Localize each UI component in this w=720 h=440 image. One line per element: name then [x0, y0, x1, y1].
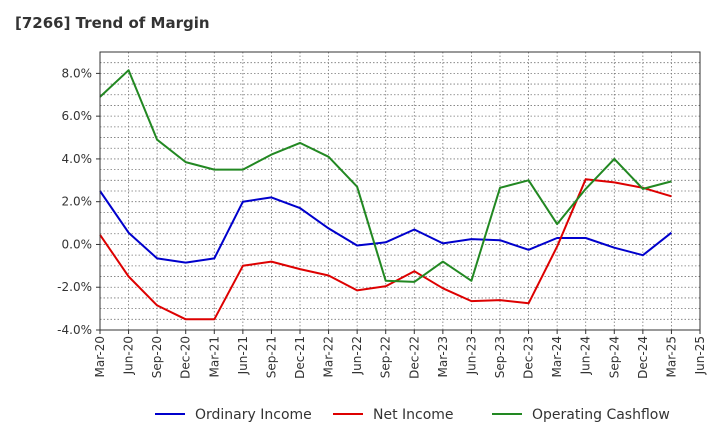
x-tick-label: Dec-23: [522, 336, 536, 379]
operating-cashflow-line: [99, 69, 672, 283]
x-tick-label: Mar-22: [322, 336, 336, 377]
y-tick-label: 6.0%: [62, 109, 93, 123]
x-tick-label: Jun-21: [236, 336, 250, 375]
x-tick-label: Mar-23: [436, 336, 450, 377]
x-tick-label: Mar-25: [664, 336, 678, 377]
x-tick-label: Sep-20: [150, 336, 164, 378]
x-tick-label: Jun-20: [122, 336, 136, 375]
y-tick-label: 4.0%: [62, 152, 93, 166]
y-axis-ticks: -4.0% -2.0% 0.0% 2.0% 4.0% 6.0% 8.0%: [57, 66, 100, 337]
operating-cashflow-legend-label: Operating Cashflow: [532, 407, 670, 423]
y-tick-label: 0.0%: [62, 237, 93, 251]
chart-title: [7266] Trend of Margin: [15, 14, 210, 32]
x-tick-label: Mar-21: [207, 336, 221, 377]
x-tick-label: Mar-24: [550, 336, 564, 377]
x-tick-label: Dec-21: [293, 336, 307, 379]
x-tick-label: Sep-23: [493, 336, 507, 378]
y-tick-label: 8.0%: [62, 66, 93, 80]
y-tick-label: -2.0%: [57, 280, 92, 294]
x-tick-label: Jun-24: [579, 336, 593, 375]
x-axis-ticks: Mar-20 Jun-20 Sep-20 Dec-20 Mar-21 Jun-21 Sep-…: [93, 330, 707, 379]
plot-frame: [99, 51, 701, 331]
x-tick-label: Sep-21: [264, 336, 278, 378]
x-tick-label: Dec-20: [179, 336, 193, 379]
x-tick-label: Sep-24: [607, 336, 621, 378]
legend: Ordinary Income Net Income Operating Cashf…: [155, 407, 670, 423]
data-series: [99, 69, 673, 321]
ordinary-income-line: [99, 190, 673, 264]
x-tick-label: Dec-22: [407, 336, 421, 379]
x-tick-label: Dec-24: [636, 336, 650, 379]
grid-lines: [100, 52, 700, 330]
y-tick-label: 2.0%: [62, 195, 93, 209]
x-tick-label: Jun-23: [464, 336, 478, 375]
x-tick-label: Jun-22: [350, 336, 364, 375]
y-tick-label: -4.0%: [57, 323, 92, 337]
x-tick-label: Sep-22: [379, 336, 393, 378]
ordinary-income-legend-label: Ordinary Income: [195, 407, 312, 423]
x-tick-label: Mar-20: [93, 336, 107, 377]
net-income-legend-label: Net Income: [373, 407, 454, 423]
x-tick-label: Jun-25: [693, 336, 707, 375]
